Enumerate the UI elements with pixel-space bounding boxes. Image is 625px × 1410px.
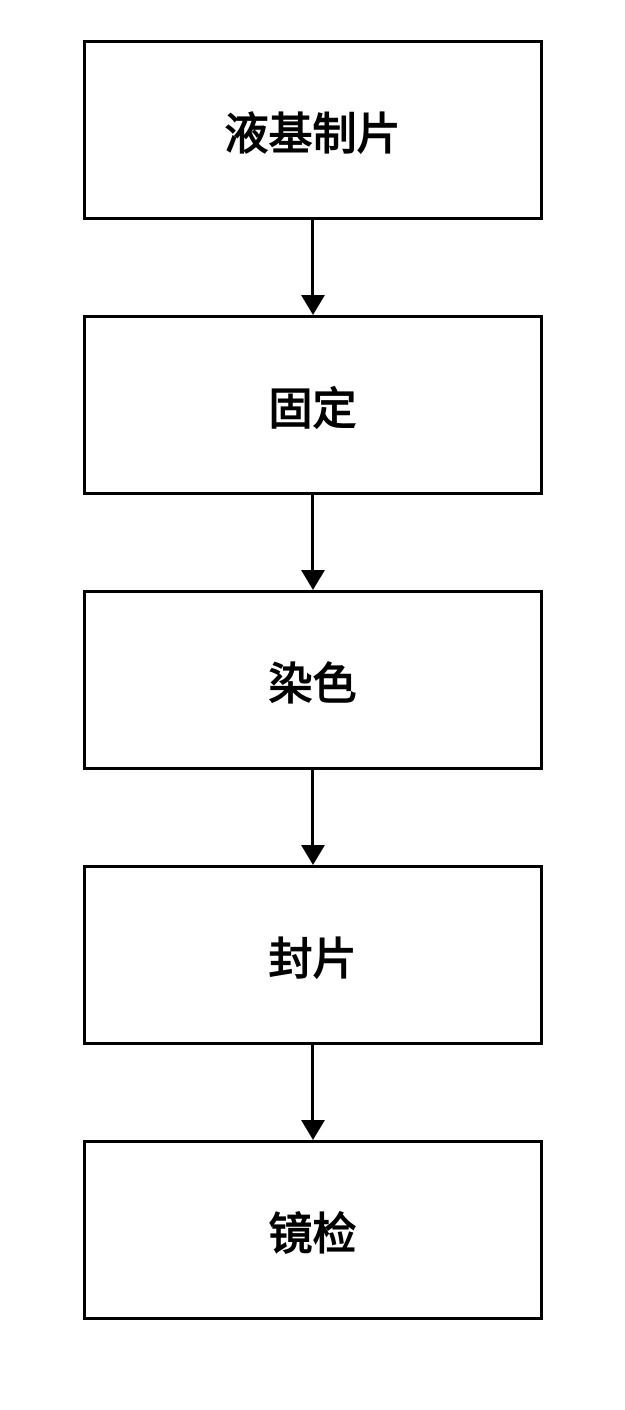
flowchart-step-3: 染色 bbox=[83, 590, 543, 770]
flowchart-step-4: 封片 bbox=[83, 865, 543, 1045]
flowchart-arrow-4 bbox=[301, 1045, 325, 1140]
arrow-line bbox=[311, 220, 314, 295]
arrow-head-icon bbox=[301, 295, 325, 315]
arrow-line bbox=[311, 770, 314, 845]
arrow-head-icon bbox=[301, 570, 325, 590]
flowchart-container: 液基制片 固定 染色 封片 镜检 bbox=[83, 40, 543, 1320]
flowchart-arrow-2 bbox=[301, 495, 325, 590]
arrow-line bbox=[311, 495, 314, 570]
arrow-head-icon bbox=[301, 845, 325, 865]
flowchart-step-1: 液基制片 bbox=[83, 40, 543, 220]
flowchart-arrow-3 bbox=[301, 770, 325, 865]
arrow-line bbox=[311, 1045, 314, 1120]
flowchart-step-5: 镜检 bbox=[83, 1140, 543, 1320]
arrow-head-icon bbox=[301, 1120, 325, 1140]
flowchart-arrow-1 bbox=[301, 220, 325, 315]
flowchart-step-2: 固定 bbox=[83, 315, 543, 495]
